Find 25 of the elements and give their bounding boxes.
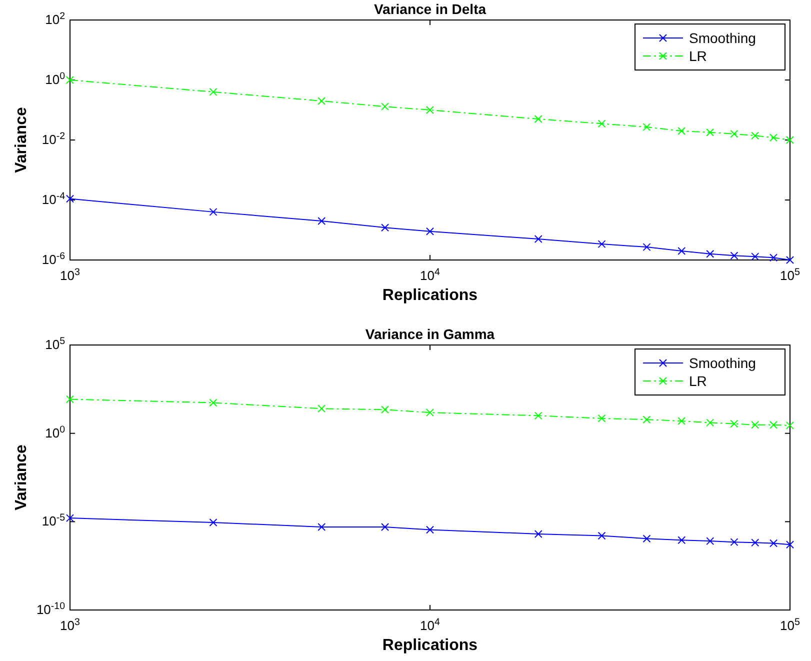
y-tick-label: 10$^{2}$ [45,10,65,27]
x-axis-title: Replications [382,287,478,304]
y-tick-label: 10$^{5}$ [45,336,66,352]
y-tick-label: 10$^{0}$ [45,70,66,87]
x-tick-label: 10$^{3}$ [60,616,80,633]
y-tick-label: 10$^{-5}$ [42,512,66,529]
y-tick-label: 10$^{0}$ [45,424,66,440]
legend-label: Smoothing [689,355,756,371]
x-tick-label: 10$^{5}$ [780,266,801,283]
legend-label: Smoothing [689,30,756,46]
chart-title: Variance in Gamma [365,326,495,342]
y-axis-title: Variance [13,444,30,510]
y-tick-label: 10$^{-6}$ [42,250,65,267]
y-axis-title: Variance [13,106,30,173]
x-tick-label: 10$^{4}$ [420,266,441,283]
y-tick-label: 10$^{-10}$ [36,600,66,617]
x-tick-label: 10$^{4}$ [420,616,441,633]
y-tick-label: 10$^{-4}$ [42,190,66,207]
legend-label: LR [689,48,707,64]
chart-title: Variance in Delta [374,1,486,17]
y-tick-label: 10$^{-2}$ [42,130,65,147]
x-axis-title: Replications [382,637,478,654]
x-tick-label: 10$^{5}$ [780,616,801,633]
x-tick-label: 10$^{3}$ [60,266,80,283]
legend-label: LR [689,373,707,389]
